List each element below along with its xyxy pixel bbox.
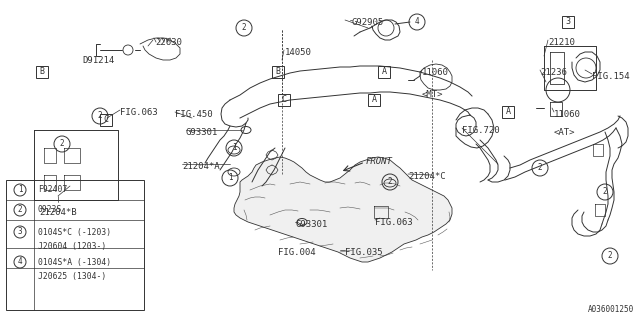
Bar — [100, 114, 112, 126]
Text: 11060: 11060 — [422, 68, 449, 77]
Text: FIG.154: FIG.154 — [592, 72, 630, 81]
Text: F92407: F92407 — [38, 186, 67, 195]
Text: 21204*A: 21204*A — [182, 162, 220, 171]
Text: 2: 2 — [608, 252, 612, 260]
Text: J20604 (1203-): J20604 (1203-) — [38, 242, 106, 251]
Text: 2: 2 — [18, 205, 22, 214]
Text: FRONT: FRONT — [366, 157, 393, 166]
Text: 4: 4 — [18, 258, 22, 267]
Text: C: C — [104, 116, 109, 124]
Bar — [6, 180, 144, 310]
Text: G92905: G92905 — [352, 18, 384, 27]
Text: A: A — [381, 68, 387, 76]
Text: <MT>: <MT> — [422, 90, 444, 99]
Text: 11060: 11060 — [554, 110, 581, 119]
Polygon shape — [234, 157, 452, 262]
Text: 21204*B: 21204*B — [39, 208, 77, 217]
Text: A036001250: A036001250 — [588, 305, 634, 314]
Text: B: B — [275, 68, 280, 76]
Text: B: B — [40, 68, 45, 76]
Bar — [368, 94, 380, 106]
Text: FIG.450: FIG.450 — [175, 110, 212, 119]
Bar — [278, 94, 290, 106]
Text: 1: 1 — [18, 186, 22, 195]
Text: 21204*C: 21204*C — [408, 172, 445, 181]
Text: 1: 1 — [232, 143, 236, 153]
Text: 2: 2 — [60, 140, 64, 148]
Text: FIG.004: FIG.004 — [278, 248, 316, 257]
Text: FIG.063: FIG.063 — [120, 108, 157, 117]
Text: 2: 2 — [603, 188, 607, 196]
Text: G93301: G93301 — [295, 220, 327, 229]
Text: 0104S*A (-1304): 0104S*A (-1304) — [38, 258, 111, 267]
Text: 22630: 22630 — [155, 38, 182, 47]
Text: 3: 3 — [566, 18, 570, 27]
Text: 0923S: 0923S — [38, 205, 62, 214]
Bar — [562, 16, 574, 28]
Text: D91214: D91214 — [82, 56, 115, 65]
Bar — [272, 66, 284, 78]
Text: 21236: 21236 — [540, 68, 567, 77]
Text: FIG.720: FIG.720 — [462, 126, 500, 135]
Text: 2: 2 — [98, 111, 102, 121]
Text: 14050: 14050 — [285, 48, 312, 57]
Text: 2: 2 — [388, 178, 392, 187]
Text: 1: 1 — [228, 173, 232, 182]
Bar — [36, 66, 48, 78]
Text: FIG.063: FIG.063 — [375, 218, 413, 227]
Text: 21210: 21210 — [548, 38, 575, 47]
Text: C: C — [282, 95, 287, 105]
Text: A: A — [371, 95, 376, 105]
Text: 2: 2 — [538, 164, 542, 172]
Text: 2: 2 — [242, 23, 246, 33]
Text: FIG.035: FIG.035 — [345, 248, 383, 257]
Bar — [502, 106, 514, 118]
Text: <AT>: <AT> — [554, 128, 575, 137]
Text: A: A — [506, 108, 511, 116]
Text: 4: 4 — [415, 18, 419, 27]
Text: 3: 3 — [18, 228, 22, 236]
Bar — [378, 66, 390, 78]
Text: G93301: G93301 — [186, 128, 218, 137]
Text: J20625 (1304-): J20625 (1304-) — [38, 271, 106, 281]
Text: 0104S*C (-1203): 0104S*C (-1203) — [38, 228, 111, 236]
